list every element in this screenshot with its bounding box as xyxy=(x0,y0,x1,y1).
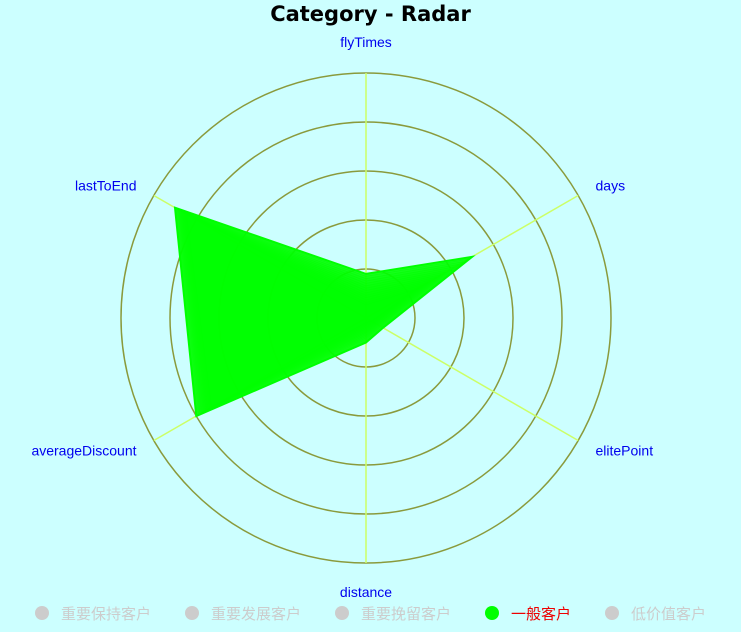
legend-dot-icon xyxy=(605,606,620,620)
legend-dot-icon xyxy=(184,606,199,620)
radar-plot: flyTimes days elitePoint distance averageDis… xyxy=(31,34,654,600)
legend-dot-icon xyxy=(485,606,499,620)
legend-label: 重要发展客户 xyxy=(210,604,301,623)
radar-axis-line xyxy=(365,317,579,442)
legend-label: 低价值客户 xyxy=(631,604,707,623)
legend-item[interactable]: 一般客户 xyxy=(485,603,571,624)
axis-label-days: days xyxy=(596,178,626,194)
legend-item[interactable]: 重要发展客户 xyxy=(184,603,301,624)
axis-label-elitePoint: elitePoint xyxy=(596,443,654,459)
axis-label-flyTimes: flyTimes xyxy=(340,34,392,50)
chart-title: Category - Radar xyxy=(270,2,471,26)
legend-dot-icon xyxy=(334,606,349,620)
legend-label: 重要挽留客户 xyxy=(360,604,451,623)
series-polygon xyxy=(173,206,476,418)
legend-dot-icon xyxy=(34,606,49,620)
legend-item[interactable]: 重要保持客户 xyxy=(34,603,151,624)
legend-item[interactable]: 重要挽留客户 xyxy=(334,603,451,624)
legend-label: 一般客户 xyxy=(511,604,572,623)
legend: 重要保持客户 重要发展客户 重要挽留客户 一般客户 低价值客户 xyxy=(0,601,741,625)
legend-item[interactable]: 低价值客户 xyxy=(605,603,706,624)
legend-label: 重要保持客户 xyxy=(60,604,151,623)
axis-label-lastToEnd: lastToEnd xyxy=(75,178,136,194)
axis-label-distance: distance xyxy=(340,584,392,600)
axis-label-averageDiscount: averageDiscount xyxy=(31,443,136,459)
